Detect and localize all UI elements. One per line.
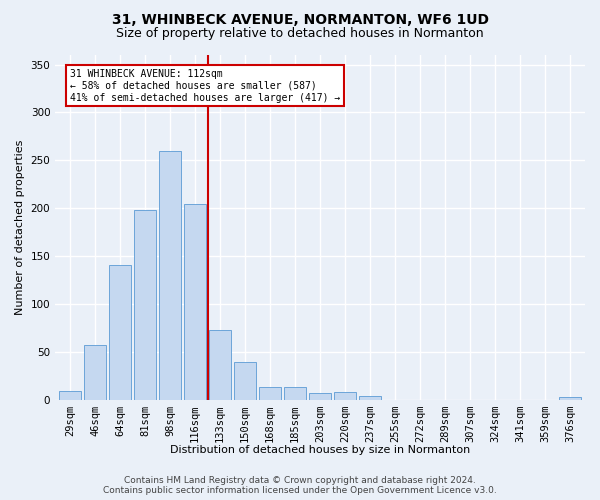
Text: Contains HM Land Registry data © Crown copyright and database right 2024.
Contai: Contains HM Land Registry data © Crown c… <box>103 476 497 495</box>
Bar <box>59 391 82 400</box>
Text: 31, WHINBECK AVENUE, NORMANTON, WF6 1UD: 31, WHINBECK AVENUE, NORMANTON, WF6 1UD <box>112 12 488 26</box>
Bar <box>284 388 307 400</box>
Bar <box>334 392 356 400</box>
X-axis label: Distribution of detached houses by size in Normanton: Distribution of detached houses by size … <box>170 445 470 455</box>
Bar <box>84 346 106 400</box>
Bar <box>359 396 382 400</box>
Y-axis label: Number of detached properties: Number of detached properties <box>15 140 25 315</box>
Bar <box>234 362 256 400</box>
Bar <box>259 388 281 400</box>
Bar <box>184 204 206 400</box>
Bar <box>109 265 131 400</box>
Bar <box>134 210 157 400</box>
Bar <box>559 397 581 400</box>
Bar <box>309 393 331 400</box>
Bar <box>159 151 181 400</box>
Text: 31 WHINBECK AVENUE: 112sqm
← 58% of detached houses are smaller (587)
41% of sem: 31 WHINBECK AVENUE: 112sqm ← 58% of deta… <box>70 70 340 102</box>
Bar <box>209 330 232 400</box>
Text: Size of property relative to detached houses in Normanton: Size of property relative to detached ho… <box>116 28 484 40</box>
